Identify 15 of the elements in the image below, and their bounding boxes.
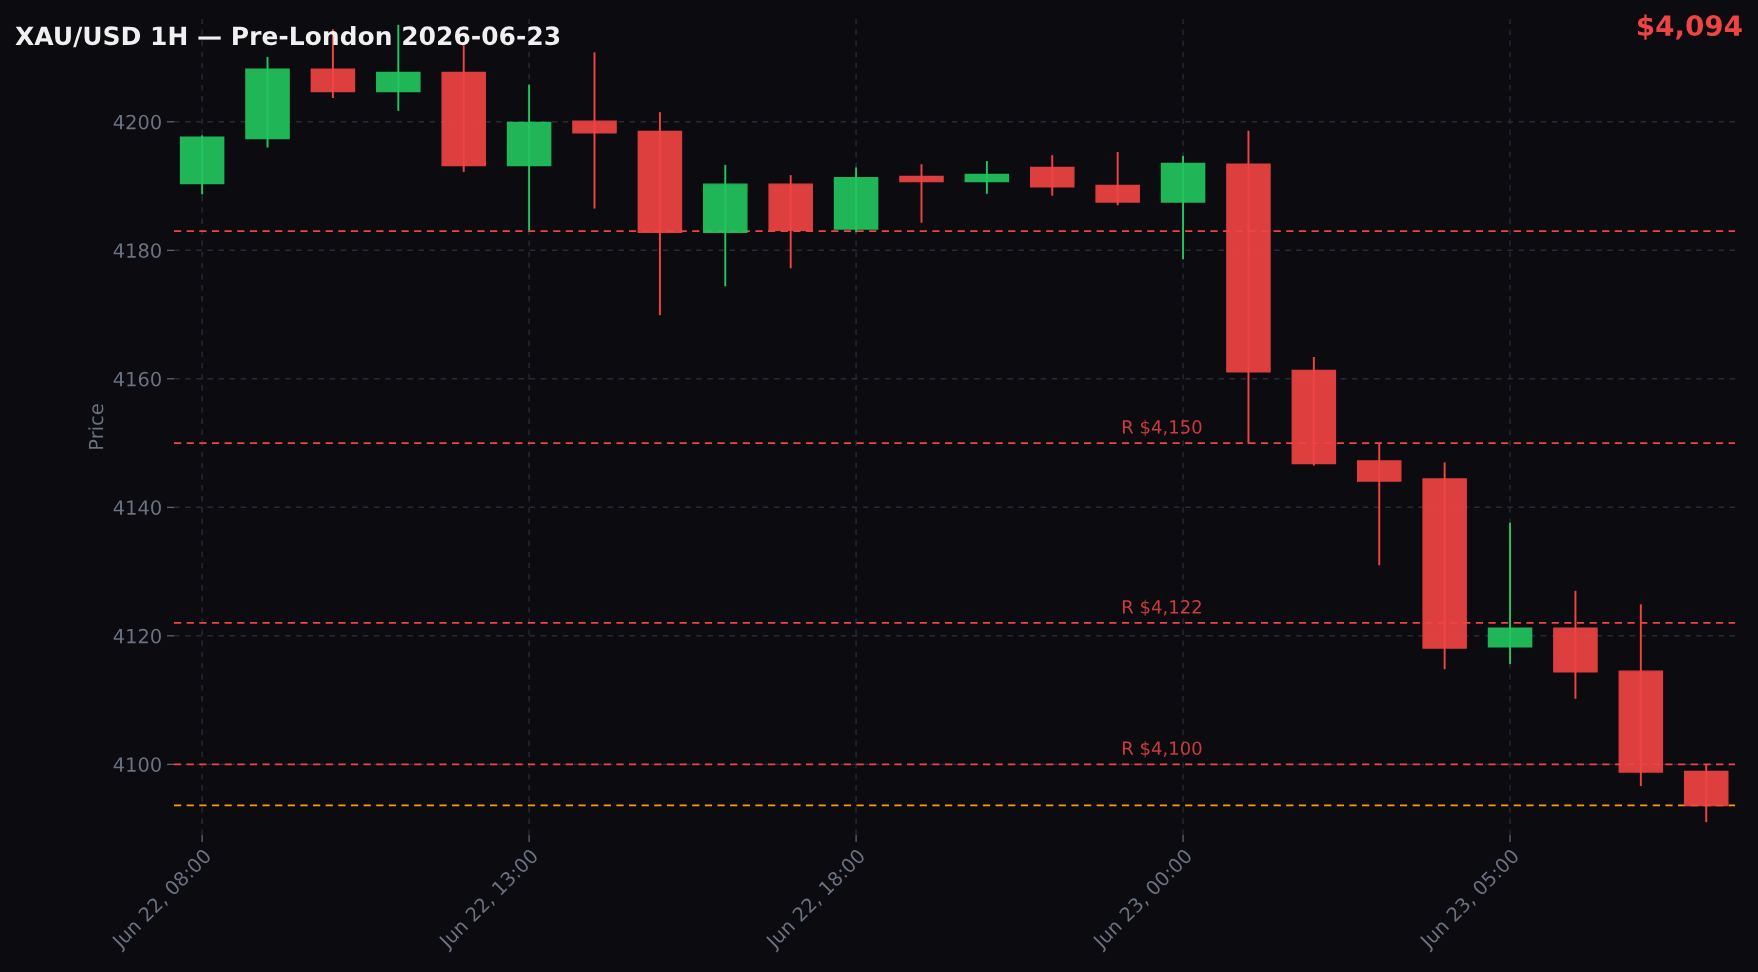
y-tick-label: 4160 [113,371,161,387]
candlestick [572,51,617,210]
y-tick-label: 4140 [113,500,161,515]
ref-line-label: R $4,100 [1122,741,1202,758]
candlestick [1487,521,1533,666]
candlestick [964,160,1010,195]
ref-line-label: R $4,150 [1122,419,1202,437]
y-tick-label: 4200 [113,114,161,130]
y-tick-label: 4120 [113,628,161,644]
annotation: $4,094 [1637,14,1742,40]
y-tick-label: 4180 [113,243,161,258]
ref-line-label: R $4,122 [1122,599,1201,617]
candlestick [899,163,944,224]
y-tick-label: 4100 [113,757,161,772]
y-axis-title: Price [88,404,104,449]
